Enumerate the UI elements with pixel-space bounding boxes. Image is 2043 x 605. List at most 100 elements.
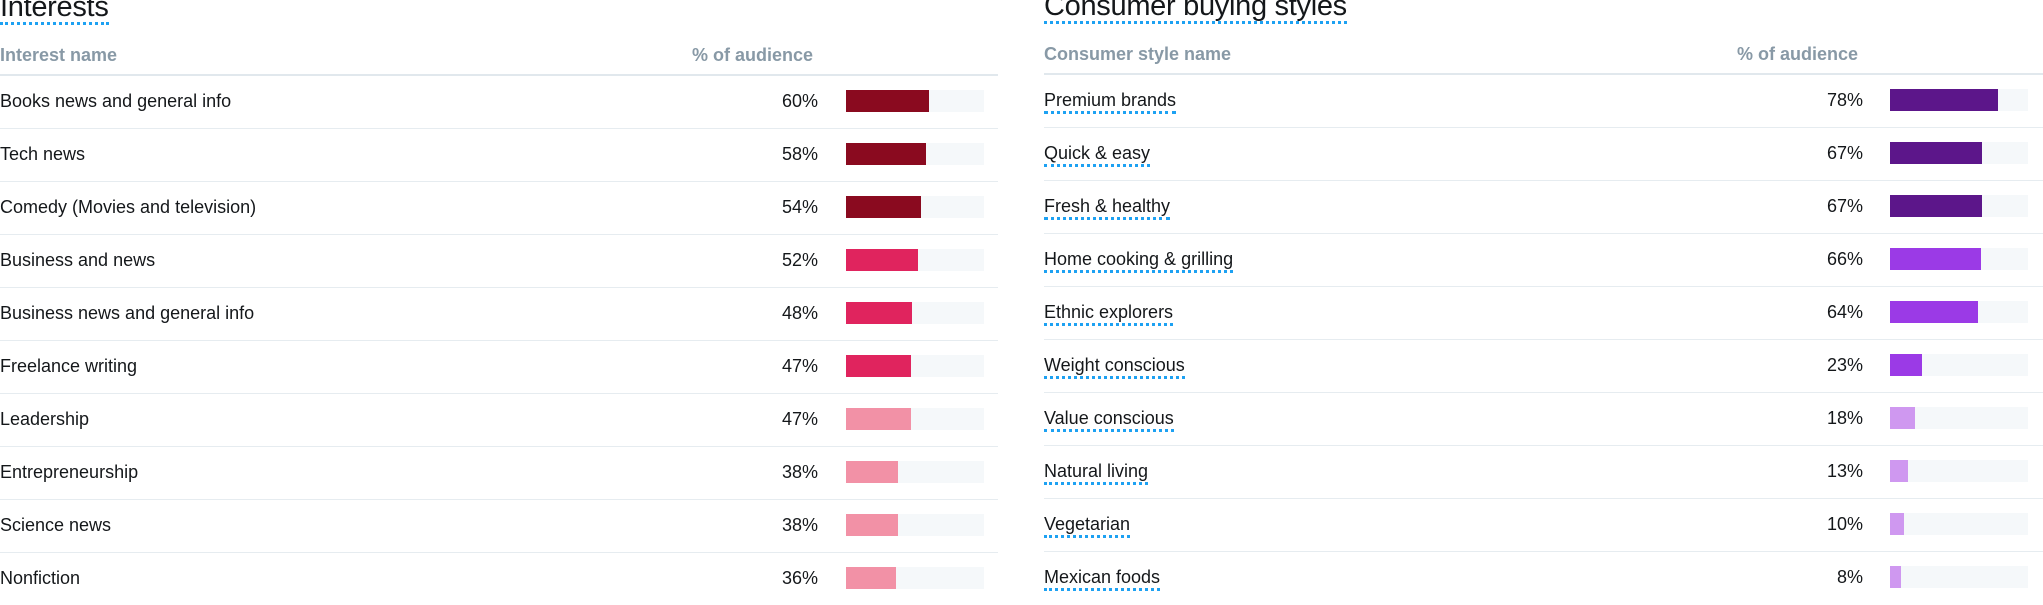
style-name-link[interactable]: Value conscious xyxy=(1044,408,1174,432)
percent-value: 13% xyxy=(1826,461,1863,481)
percent-bar-fill xyxy=(1890,407,1915,429)
style-name-link[interactable]: Mexican foods xyxy=(1044,567,1161,591)
percent-value: 78% xyxy=(1826,90,1863,110)
percent-bar-track xyxy=(1890,89,2028,111)
table-row: Business and news 52% xyxy=(0,235,998,288)
table-row: Value conscious 18% xyxy=(1044,393,2043,446)
style-name-link[interactable]: Weight conscious xyxy=(1044,355,1185,379)
percent-bar-fill xyxy=(1890,248,1981,270)
interest-name: Leadership xyxy=(0,409,90,429)
style-name-link[interactable]: Ethnic explorers xyxy=(1044,302,1174,326)
percent-bar-fill xyxy=(1890,354,1922,376)
percent-bar-track xyxy=(1890,142,2028,164)
percent-bar-fill xyxy=(846,302,912,324)
table-row: Vegetarian 10% xyxy=(1044,499,2043,552)
percent-value: 64% xyxy=(1826,302,1863,322)
style-name-link[interactable]: Vegetarian xyxy=(1044,514,1131,538)
interests-table-header: Interest name % of audience xyxy=(0,44,998,76)
interest-name: Nonfiction xyxy=(0,568,81,588)
table-row: Premium brands 78% xyxy=(1044,75,2043,128)
percent-value: 54% xyxy=(781,197,818,217)
percent-bar-track xyxy=(846,302,984,324)
interest-name: Books news and general info xyxy=(0,91,232,111)
table-row: Mexican foods 8% xyxy=(1044,552,2043,604)
percent-bar-fill xyxy=(1890,460,1908,482)
percent-bar-fill xyxy=(846,143,926,165)
percent-value: 10% xyxy=(1826,514,1863,534)
percent-value: 60% xyxy=(781,91,818,111)
percent-bar-fill xyxy=(1890,89,1998,111)
percent-bar-fill xyxy=(1890,301,1978,323)
percent-bar-fill xyxy=(846,567,896,589)
table-row: Freelance writing 47% xyxy=(0,341,998,394)
table-row: Natural living 13% xyxy=(1044,446,2043,499)
percent-bar-fill xyxy=(1890,566,1901,588)
percent-bar-fill xyxy=(1890,142,1982,164)
percent-bar-track xyxy=(1890,301,2028,323)
table-row: Comedy (Movies and television) 54% xyxy=(0,182,998,235)
percent-value: 47% xyxy=(781,409,818,429)
percent-bar-track xyxy=(1890,195,2028,217)
percent-value: 48% xyxy=(781,303,818,323)
percent-bar-track xyxy=(846,408,984,430)
consumer-style-name-column-header: Consumer style name xyxy=(1044,44,1232,64)
percent-value: 52% xyxy=(781,250,818,270)
percent-bar-track xyxy=(1890,248,2028,270)
percent-bar-track xyxy=(1890,354,2028,376)
interest-name: Entrepreneurship xyxy=(0,462,139,482)
percent-value: 36% xyxy=(781,568,818,588)
interests-title-link[interactable]: Interests xyxy=(0,0,109,25)
percent-value: 47% xyxy=(781,356,818,376)
percent-bar-fill xyxy=(846,355,911,377)
table-row: Quick & easy 67% xyxy=(1044,128,2043,181)
percent-bar-track xyxy=(1890,460,2028,482)
percent-bar-fill xyxy=(846,196,921,218)
interest-name: Science news xyxy=(0,515,112,535)
style-name-link[interactable]: Home cooking & grilling xyxy=(1044,249,1234,273)
table-row: Entrepreneurship 38% xyxy=(0,447,998,500)
percent-bar-track xyxy=(846,196,984,218)
table-row: Nonfiction 36% xyxy=(0,553,998,605)
style-name-link[interactable]: Fresh & healthy xyxy=(1044,196,1171,220)
percent-bar-fill xyxy=(846,514,898,536)
style-name-link[interactable]: Premium brands xyxy=(1044,90,1177,114)
table-row: Ethnic explorers 64% xyxy=(1044,287,2043,340)
interest-name: Comedy (Movies and television) xyxy=(0,197,257,217)
table-row: Science news 38% xyxy=(0,500,998,553)
style-name-link[interactable]: Quick & easy xyxy=(1044,143,1151,167)
consumer-table-header: Consumer style name % of audience xyxy=(1044,43,2043,75)
percent-bar-fill xyxy=(846,408,911,430)
table-row: Books news and general info 60% xyxy=(0,76,998,129)
interest-name: Tech news xyxy=(0,144,86,164)
percent-bar-track xyxy=(1890,513,2028,535)
percent-bar-track xyxy=(846,355,984,377)
interest-name: Business and news xyxy=(0,250,156,270)
percent-audience-column-header: % of audience xyxy=(691,45,813,65)
consumer-table-body: Premium brands 78% Quick & easy 67% Fresh & … xyxy=(1044,75,2043,604)
table-row: Home cooking & grilling 66% xyxy=(1044,234,2043,287)
percent-bar-track xyxy=(846,143,984,165)
percent-bar-fill xyxy=(1890,513,1904,535)
percent-value: 58% xyxy=(781,144,818,164)
percent-value: 67% xyxy=(1826,196,1863,216)
percent-bar-fill xyxy=(846,90,929,112)
table-row: Leadership 47% xyxy=(0,394,998,447)
percent-bar-track xyxy=(846,90,984,112)
percent-audience-column-header: % of audience xyxy=(1736,44,1858,64)
table-row: Fresh & healthy 67% xyxy=(1044,181,2043,234)
percent-bar-track xyxy=(846,249,984,271)
percent-bar-track xyxy=(846,514,984,536)
style-name-link[interactable]: Natural living xyxy=(1044,461,1149,485)
interests-table-body: Books news and general info 60% Tech news 5… xyxy=(0,76,998,605)
interest-name: Business news and general info xyxy=(0,303,255,323)
table-row: Weight conscious 23% xyxy=(1044,340,2043,393)
interest-name-column-header: Interest name xyxy=(0,45,118,65)
percent-value: 38% xyxy=(781,515,818,535)
percent-bar-track xyxy=(846,461,984,483)
consumer-buying-styles-title-link[interactable]: Consumer buying styles xyxy=(1044,0,1347,24)
percent-value: 8% xyxy=(1836,567,1863,587)
percent-bar-fill xyxy=(846,461,898,483)
table-row: Tech news 58% xyxy=(0,129,998,182)
percent-bar-track xyxy=(846,567,984,589)
interest-name: Freelance writing xyxy=(0,356,138,376)
